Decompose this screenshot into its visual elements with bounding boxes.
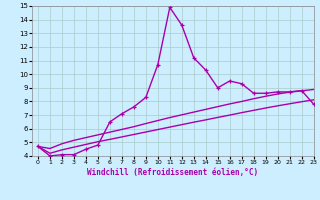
X-axis label: Windchill (Refroidissement éolien,°C): Windchill (Refroidissement éolien,°C)	[87, 168, 258, 177]
